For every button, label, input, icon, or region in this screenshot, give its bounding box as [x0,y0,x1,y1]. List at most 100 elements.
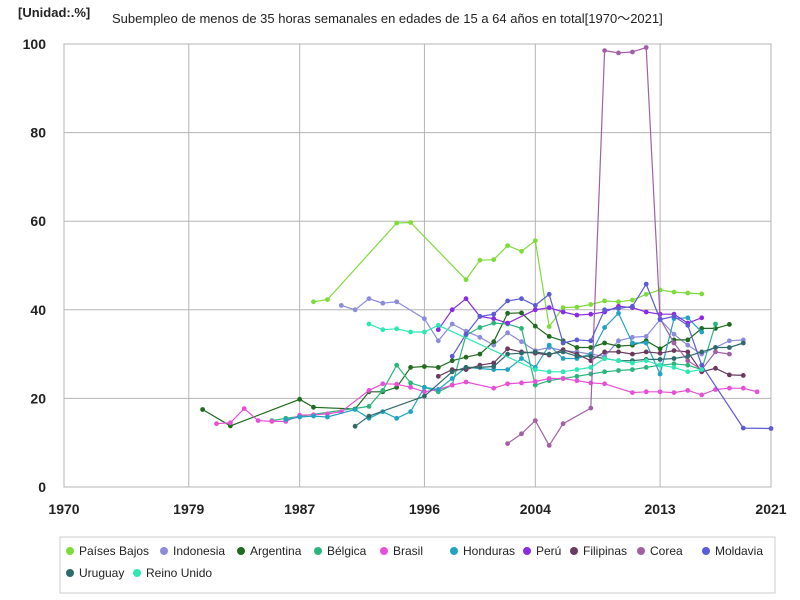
data-point [546,443,552,448]
data-point [657,346,663,352]
data-point [422,384,427,390]
data-point [532,238,538,244]
data-point [519,356,524,361]
data-point [408,380,413,386]
data-point [588,302,594,307]
data-point [685,369,691,375]
series-11 [366,321,705,375]
data-point [657,389,663,395]
data-point [630,297,635,303]
data-point [532,382,538,388]
data-point [643,340,649,346]
data-point [727,372,732,378]
data-point [214,421,219,427]
data-point [740,425,746,431]
data-point [408,365,413,370]
data-point [297,414,303,420]
data-point [671,331,677,337]
data-point [408,384,413,390]
data-point [699,329,705,335]
data-point [532,379,538,384]
series-9 [449,281,774,431]
data-point [463,277,469,283]
data-point [477,351,483,357]
data-point [685,349,691,355]
data-point [532,349,538,355]
legend-marker [133,569,141,577]
data-point [616,306,621,311]
legend-item[interactable]: Reino Unido [133,566,212,580]
data-point [588,311,594,317]
legend-marker [637,547,645,555]
y-tick-label: 40 [30,302,46,318]
data-point [685,290,691,296]
legend-item[interactable]: Bélgica [314,544,367,558]
data-point [532,323,538,329]
data-point [546,376,552,381]
data-point [616,349,621,355]
data-point [560,369,566,375]
legend-item[interactable]: Filipinas [570,544,627,558]
series-4 [214,376,760,427]
legend-item[interactable]: Países Bajos [66,544,149,558]
legend-item[interactable]: Perú [523,544,561,558]
data-point [713,345,718,350]
data-point [740,385,746,391]
data-point [449,369,455,375]
data-point [602,48,607,53]
data-point [643,309,649,315]
data-point [366,413,372,419]
data-point [380,381,386,387]
data-point [546,351,552,357]
data-point [657,357,663,362]
data-point [463,331,469,337]
data-point [727,322,732,327]
data-point [685,358,691,364]
legend-marker [450,547,458,555]
data-point [380,327,386,333]
data-point [366,321,372,327]
data-point [449,358,455,364]
chart-title: Subempleo de menos de 35 horas semanales… [112,11,663,26]
data-point [671,361,677,367]
data-point [338,303,344,308]
data-point [671,390,677,395]
legend-item[interactable]: Uruguay [66,566,124,580]
data-point [519,296,524,302]
data-point [477,257,483,263]
legend-item[interactable]: Corea [637,544,683,558]
data-point [352,407,358,412]
data-point [630,303,635,309]
y-tick-label: 20 [30,390,46,406]
legend-label: Corea [650,544,683,558]
data-point [671,314,677,319]
legend-item[interactable]: Moldavia [702,544,763,558]
legend-marker [314,547,322,555]
legend-item[interactable]: Brasil [380,544,423,558]
legend-item[interactable]: Indonesia [160,544,225,558]
data-point [671,289,677,295]
data-point [657,362,663,368]
data-point [574,312,580,318]
data-point [422,393,427,399]
data-point [671,340,677,346]
data-point [505,367,510,372]
data-point [408,329,413,335]
data-point [740,373,746,378]
data-point [616,368,621,373]
x-tick-label: 1987 [284,501,315,517]
legend-label: Indonesia [173,544,225,558]
data-point [505,351,510,357]
data-point [685,388,691,393]
data-point [574,373,580,379]
legend-item[interactable]: Honduras [450,544,515,558]
data-point [505,243,510,249]
data-point [422,329,427,335]
data-point [366,404,372,409]
series-layer [200,45,774,448]
legend-item[interactable]: Argentina [237,544,302,558]
data-point [463,296,469,302]
x-tick-label: 2004 [520,501,551,517]
legend-label: Perú [536,544,561,558]
data-point [602,298,607,304]
